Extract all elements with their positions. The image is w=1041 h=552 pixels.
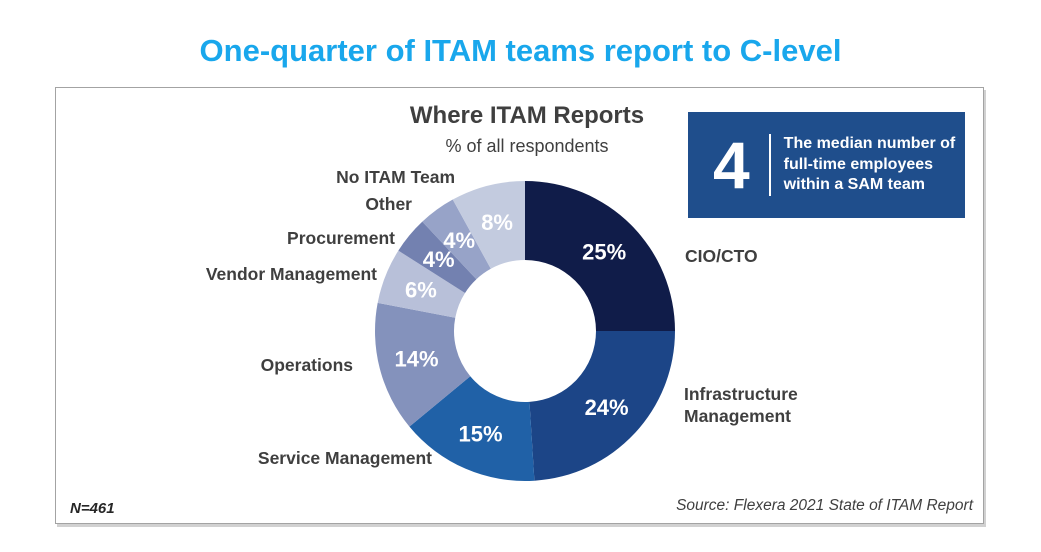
donut-slice-5	[398, 221, 477, 293]
donut-value-label-6: 4%	[443, 228, 475, 253]
donut-value-label-3: 14%	[394, 346, 438, 371]
donut-slice-7	[452, 181, 525, 269]
chart-subtitle: % of all respondents	[445, 136, 609, 156]
source-note: Source: Flexera 2021 State of ITAM Repor…	[676, 497, 973, 514]
donut-chart: 25%24%15%14%6%4%4%8%	[375, 181, 675, 481]
callout-text: The median number of full-time employees…	[783, 135, 956, 194]
donut-slice-4	[377, 250, 466, 318]
slice-label-service-management: Service Management	[257, 448, 432, 468]
donut-value-label-0: 25%	[582, 239, 626, 264]
donut-value-label-1: 24%	[585, 395, 629, 420]
donut-value-label-5: 4%	[423, 247, 455, 272]
slice-label-procurement: Procurement	[287, 228, 395, 248]
donut-value-label-4: 6%	[405, 277, 437, 302]
donut-value-label-7: 8%	[481, 210, 513, 235]
callout-divider	[768, 134, 771, 196]
slice-label-operations: Operations	[260, 355, 353, 375]
donut-slice-0	[525, 181, 675, 331]
donut-value-label-2: 15%	[458, 421, 502, 446]
slice-label-no-itam-team: No ITAM Team	[336, 167, 455, 187]
slice-label-cio-cto: CIO/CTO	[685, 246, 758, 266]
sample-size-note: N=461	[70, 500, 115, 517]
chart-title: Where ITAM Reports	[409, 102, 645, 129]
callout-box: 4 The median number of full-time employe…	[688, 112, 965, 218]
donut-slice-6	[422, 199, 491, 280]
page-title: One-quarter of ITAM teams report to C-le…	[199, 33, 842, 68]
callout-number: 4	[713, 128, 750, 202]
donut-slice-2	[409, 376, 535, 481]
slice-label-vendor-management: Vendor Management	[205, 264, 377, 284]
donut-slice-1	[529, 331, 675, 481]
slice-label-other: Other	[365, 194, 412, 214]
slice-label-infrastructure-management: Infrastructure Management	[684, 384, 798, 426]
donut-slice-3	[375, 302, 471, 427]
